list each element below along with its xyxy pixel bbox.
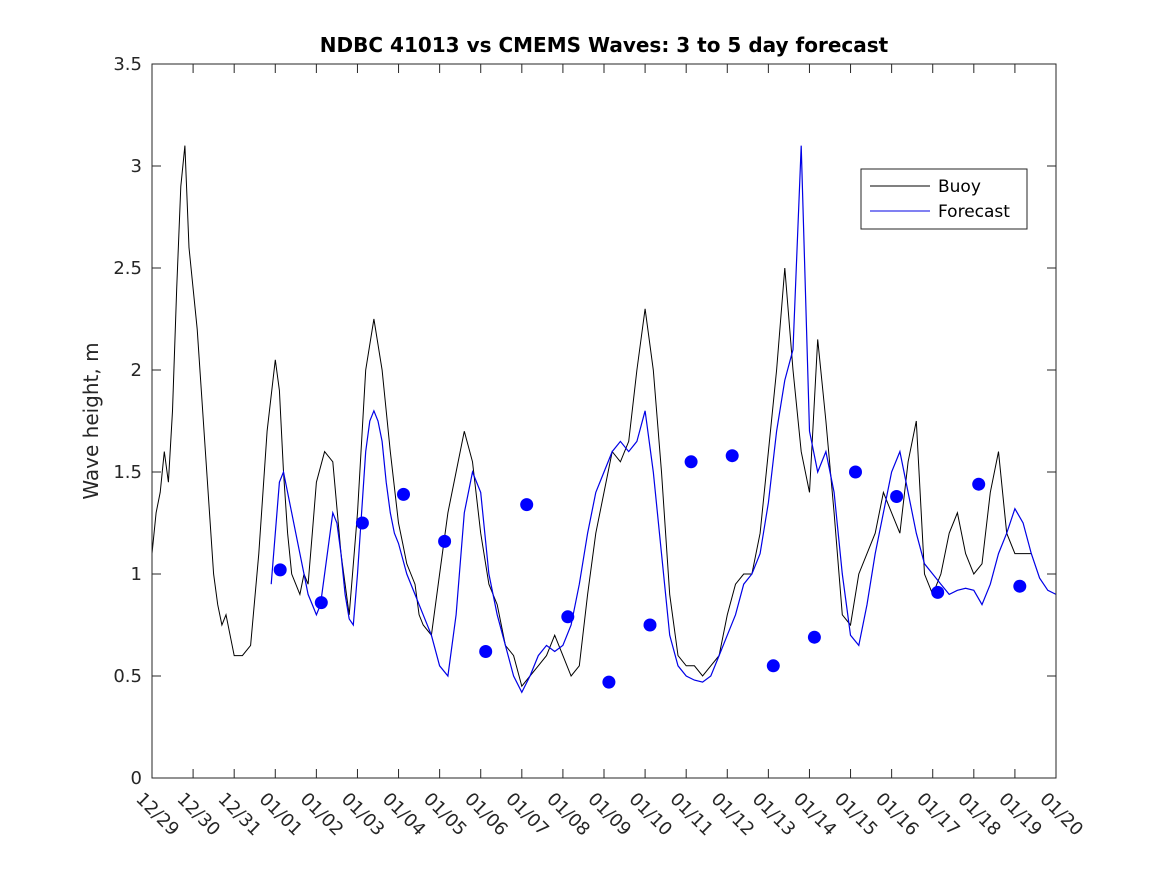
x-tick-label: 12/31: [214, 789, 266, 841]
forecast-point-marker: [479, 645, 493, 658]
legend-box: [860, 168, 1028, 230]
forecast-point-marker: [561, 610, 575, 624]
chart-title: NDBC 41013 vs CMEMS Waves: 3 to 5 day fo…: [320, 33, 889, 57]
x-tick-label: 01/13: [748, 789, 800, 841]
x-tick-label: 01/17: [912, 789, 964, 841]
forecast-point-marker: [397, 487, 410, 501]
legend-buoy-label: Buoy: [938, 177, 981, 197]
forecast-point-marker: [643, 618, 657, 632]
x-tick-label: 01/05: [419, 789, 471, 841]
forecast-series-line: [270, 145, 1056, 694]
x-tick-label: 01/12: [707, 789, 759, 841]
forecast-point-marker: [684, 455, 698, 469]
x-tick-label: 12/30: [173, 789, 225, 841]
forecast-point-marker: [931, 585, 945, 599]
y-tick-label: 3: [131, 156, 142, 177]
y-tick-label: 2: [131, 360, 142, 381]
y-tick-label: 0.5: [113, 666, 142, 687]
y-tick-label: 0: [131, 768, 142, 789]
legend-forecast-label: Forecast: [938, 202, 1010, 222]
x-tick-label: 01/02: [296, 789, 348, 841]
y-tick-label: 1: [131, 564, 142, 585]
forecast-point-marker: [273, 563, 287, 577]
buoy-series-line: [152, 145, 1032, 688]
x-tick-label: 01/11: [666, 789, 718, 841]
x-tick-label: 12/29: [131, 789, 183, 841]
x-tick-label: 01/01: [255, 789, 307, 841]
legend: Buoy Forecast: [860, 168, 1028, 230]
x-tick-label: 01/16: [871, 789, 923, 841]
x-tick-label: 01/06: [460, 789, 512, 841]
y-axis-label: Wave height, m: [79, 342, 103, 499]
x-tick-label: 01/07: [501, 789, 553, 841]
series-layer: [152, 145, 1056, 694]
x-tick-label: 01/03: [337, 789, 389, 841]
forecast-point-marker: [807, 630, 821, 644]
forecast-point-marker: [438, 534, 452, 548]
forecast-point-marker: [314, 596, 328, 610]
x-tick-label: 01/04: [378, 789, 430, 841]
x-tick-label: 01/19: [994, 789, 1046, 841]
y-tick-label: 2.5: [113, 258, 142, 279]
forecast-point-marker: [890, 490, 904, 503]
x-tick-label: 01/14: [789, 789, 841, 841]
forecast-point-marker: [602, 675, 616, 689]
forecast-point-marker: [972, 477, 986, 491]
x-tick-label: 01/08: [542, 789, 594, 841]
x-tick-label: 01/09: [583, 789, 635, 841]
forecast-point-marker: [849, 465, 862, 479]
forecast-point-marker: [355, 516, 369, 530]
forecast-point-marker: [1013, 579, 1027, 593]
x-tick-label: 01/20: [1035, 789, 1087, 841]
x-tick-label: 01/15: [830, 789, 882, 841]
y-tick-label: 3.5: [113, 54, 142, 75]
forecast-point-marker: [520, 498, 534, 512]
x-tick-label: 01/10: [625, 789, 677, 841]
forecast-point-marker: [766, 659, 780, 673]
x-tick-label: 01/18: [953, 789, 1005, 841]
y-tick-label: 1.5: [113, 462, 142, 483]
forecast-point-marker: [725, 449, 739, 463]
